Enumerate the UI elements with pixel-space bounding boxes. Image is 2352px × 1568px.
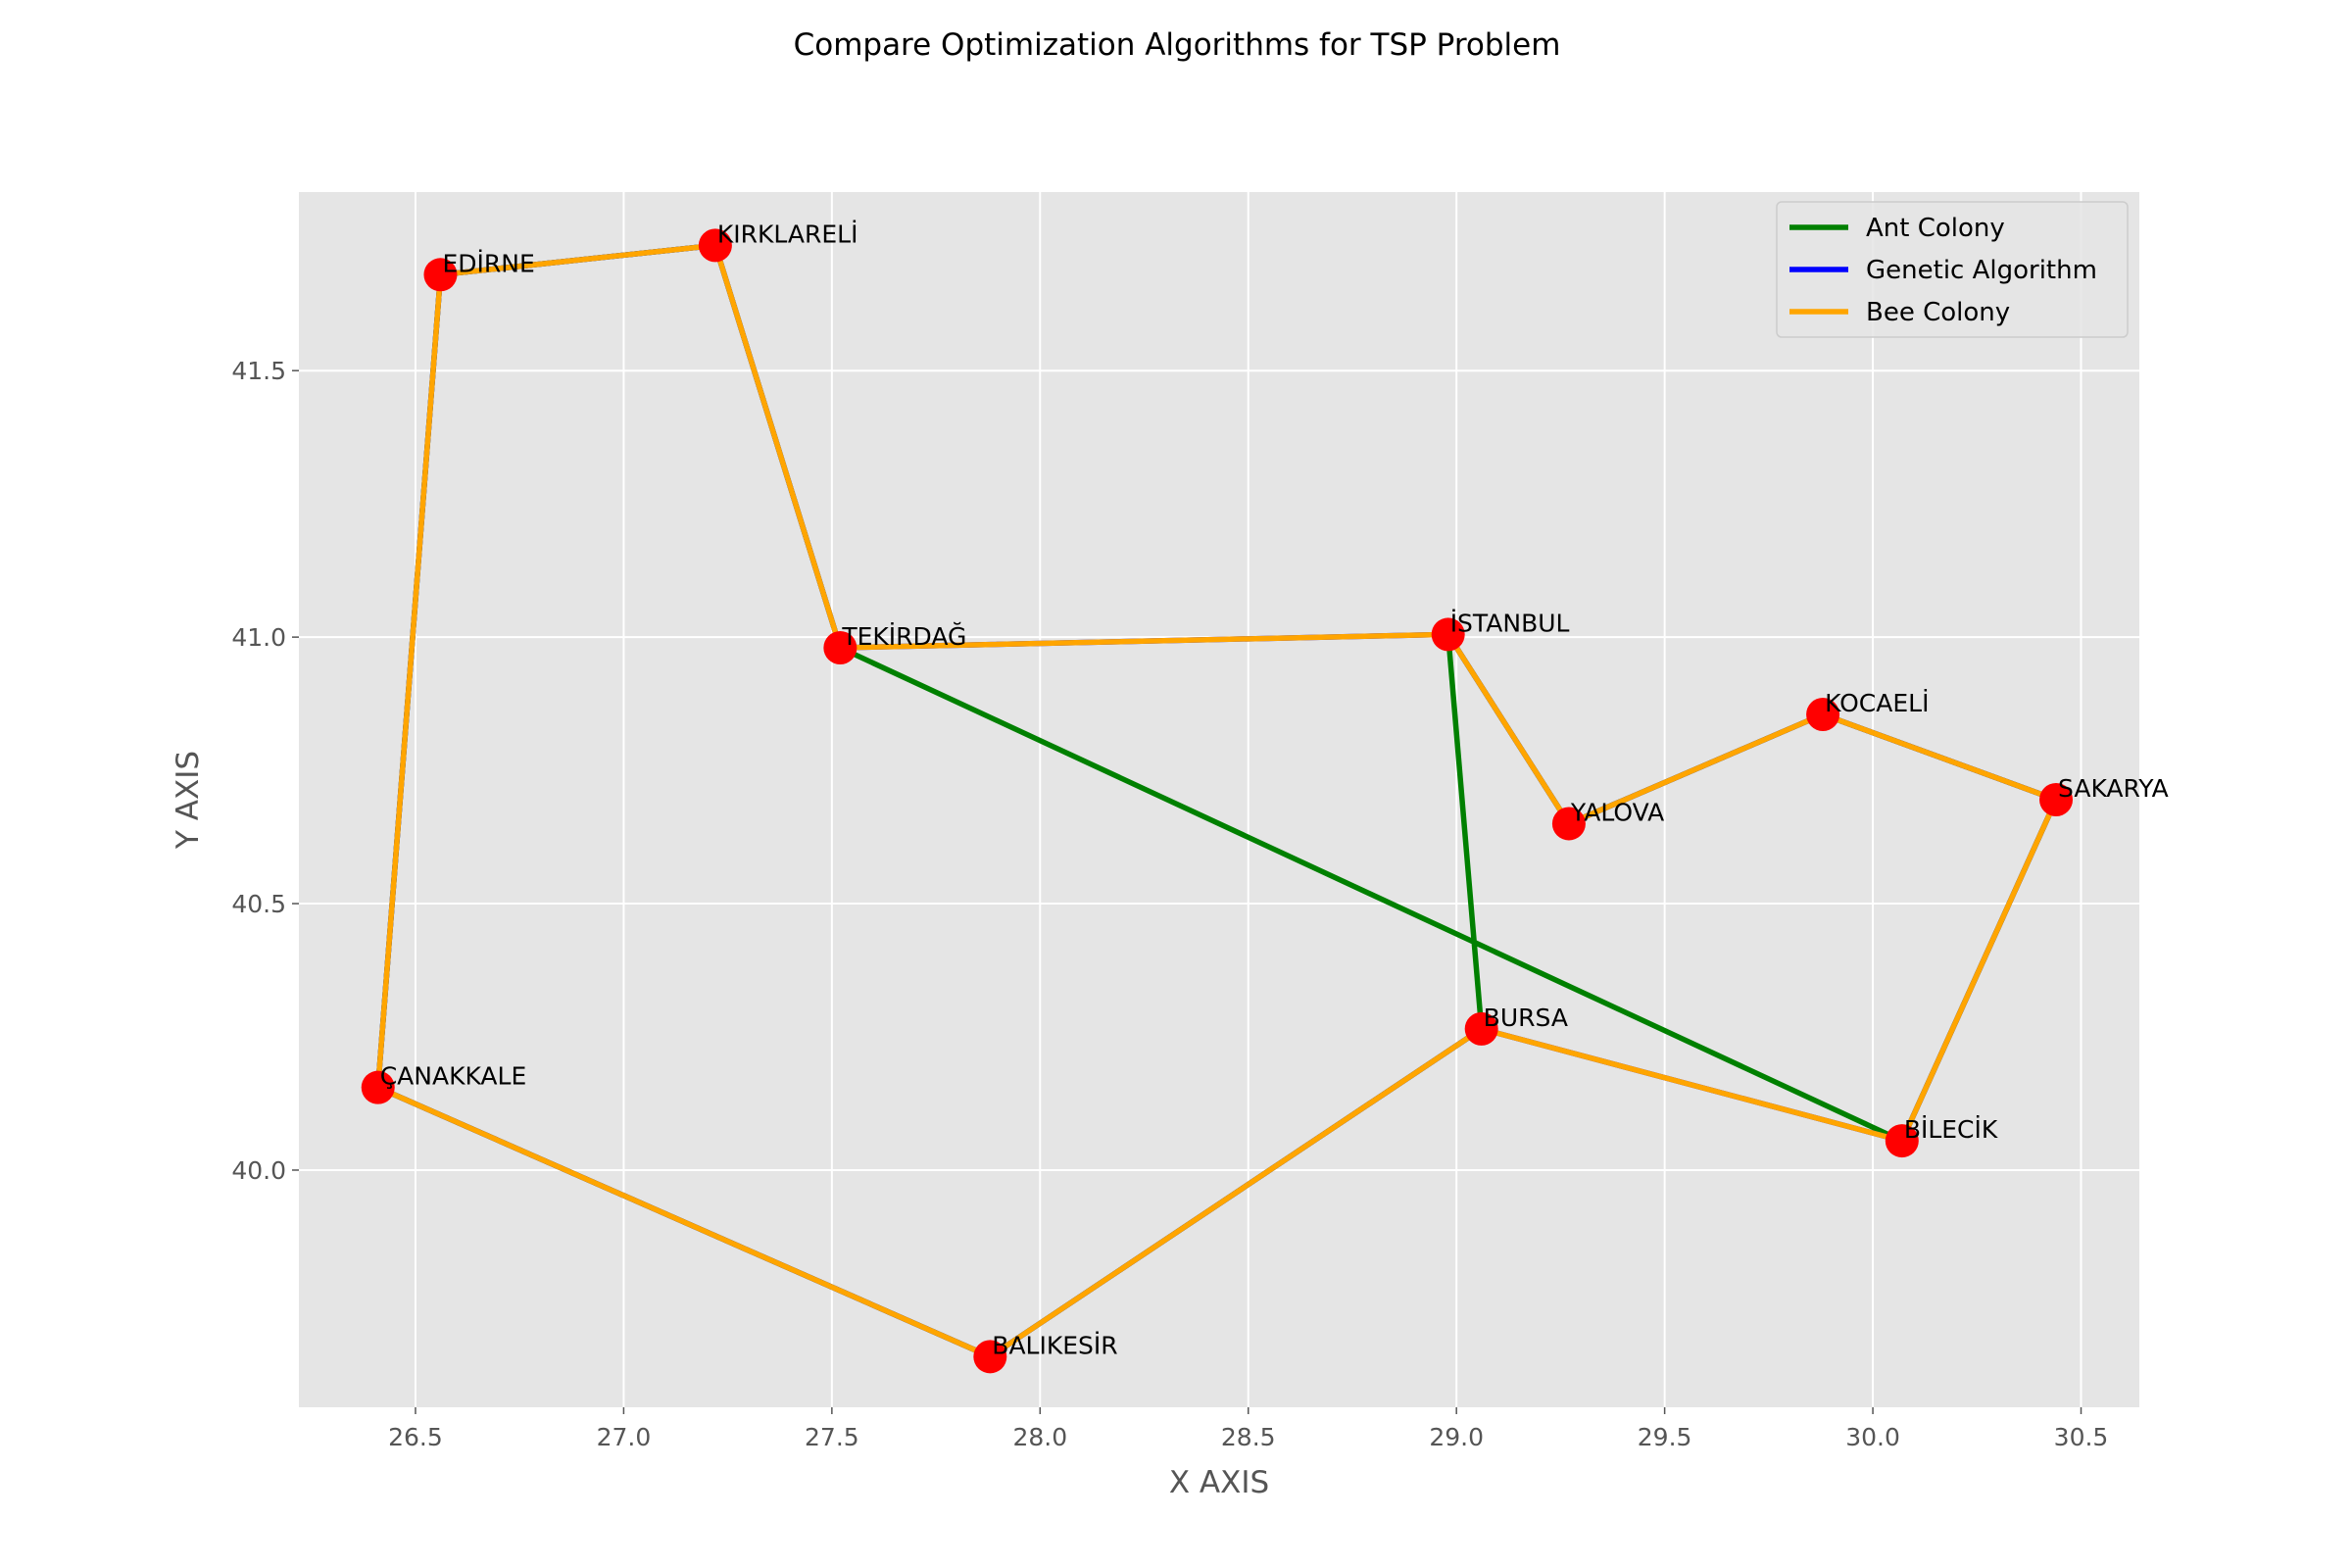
legend-box <box>1776 201 2129 338</box>
city-label: SAKARYA <box>2058 774 2169 803</box>
x-tick-label: 28.0 <box>1012 1423 1067 1451</box>
city-marker <box>1885 1124 1919 1158</box>
city-label: EDİRNE <box>442 249 534 277</box>
x-axis-ticks: 26.5 27.0 27.5 28.0 28.5 29.0 29.5 30.0 30.5 <box>388 1407 2108 1451</box>
x-tick-label: 27.5 <box>805 1423 859 1451</box>
city-marker <box>2039 783 2074 816</box>
y-tick-label: 41.0 <box>231 623 286 652</box>
chart-title: Compare Optimization Algorithms for TSP … <box>794 27 1561 63</box>
city-marker <box>361 1070 395 1104</box>
legend-label: Genetic Algorithm <box>1866 256 2097 285</box>
city-label: BURSA <box>1484 1004 1568 1032</box>
route-bee-colony <box>374 242 2059 1360</box>
x-axis-label: X AXIS <box>1169 1465 1269 1500</box>
x-tick-label: 30.0 <box>1845 1423 1900 1451</box>
route-lines <box>374 242 2059 1360</box>
city-marker <box>1464 1011 1498 1046</box>
y-tick-label: 40.5 <box>231 890 286 918</box>
city-marker <box>1806 697 1840 731</box>
city-marker <box>973 1340 1007 1374</box>
city-label: KOCAELİ <box>1825 689 1929 717</box>
city-markers <box>361 228 2074 1374</box>
city-label: KIRKLARELİ <box>717 220 858 248</box>
city-labels: EDİRNE KIRKLARELİ TEKİRDAĞ İSTANBUL YALOVA KO… <box>380 220 2169 1359</box>
city-label: BİLECİK <box>1904 1115 1998 1144</box>
city-marker <box>1431 617 1465 652</box>
city-marker <box>423 258 458 292</box>
city-marker <box>823 631 858 664</box>
legend-label: Ant Colony <box>1866 214 2005 243</box>
legend: Ant Colony Genetic Algorithm Bee Colony <box>1776 201 2129 338</box>
x-tick-label: 30.5 <box>2054 1423 2109 1451</box>
city-label: BALIKESİR <box>992 1331 1117 1359</box>
y-tick-label: 41.5 <box>231 357 286 385</box>
y-tick-label: 40.0 <box>231 1156 286 1185</box>
y-axis-label: Y AXIS <box>171 751 206 850</box>
city-marker <box>1551 807 1586 841</box>
grid-lines <box>299 192 2139 1407</box>
x-tick-label: 28.5 <box>1221 1423 1276 1451</box>
x-tick-label: 29.0 <box>1429 1423 1484 1451</box>
plot-area <box>299 192 2139 1407</box>
legend-label: Bee Colony <box>1866 298 2010 327</box>
city-label: İSTANBUL <box>1450 609 1570 637</box>
city-label: YALOVA <box>1570 798 1664 826</box>
city-label: ÇANAKKALE <box>380 1062 527 1091</box>
x-tick-label: 26.5 <box>388 1423 443 1451</box>
y-axis-ticks: 40.0 40.5 41.0 41.5 <box>231 357 299 1185</box>
x-tick-label: 27.0 <box>597 1423 652 1451</box>
city-label: TEKİRDAĞ <box>841 621 966 651</box>
x-tick-label: 29.5 <box>1638 1423 1692 1451</box>
city-marker <box>698 228 732 263</box>
